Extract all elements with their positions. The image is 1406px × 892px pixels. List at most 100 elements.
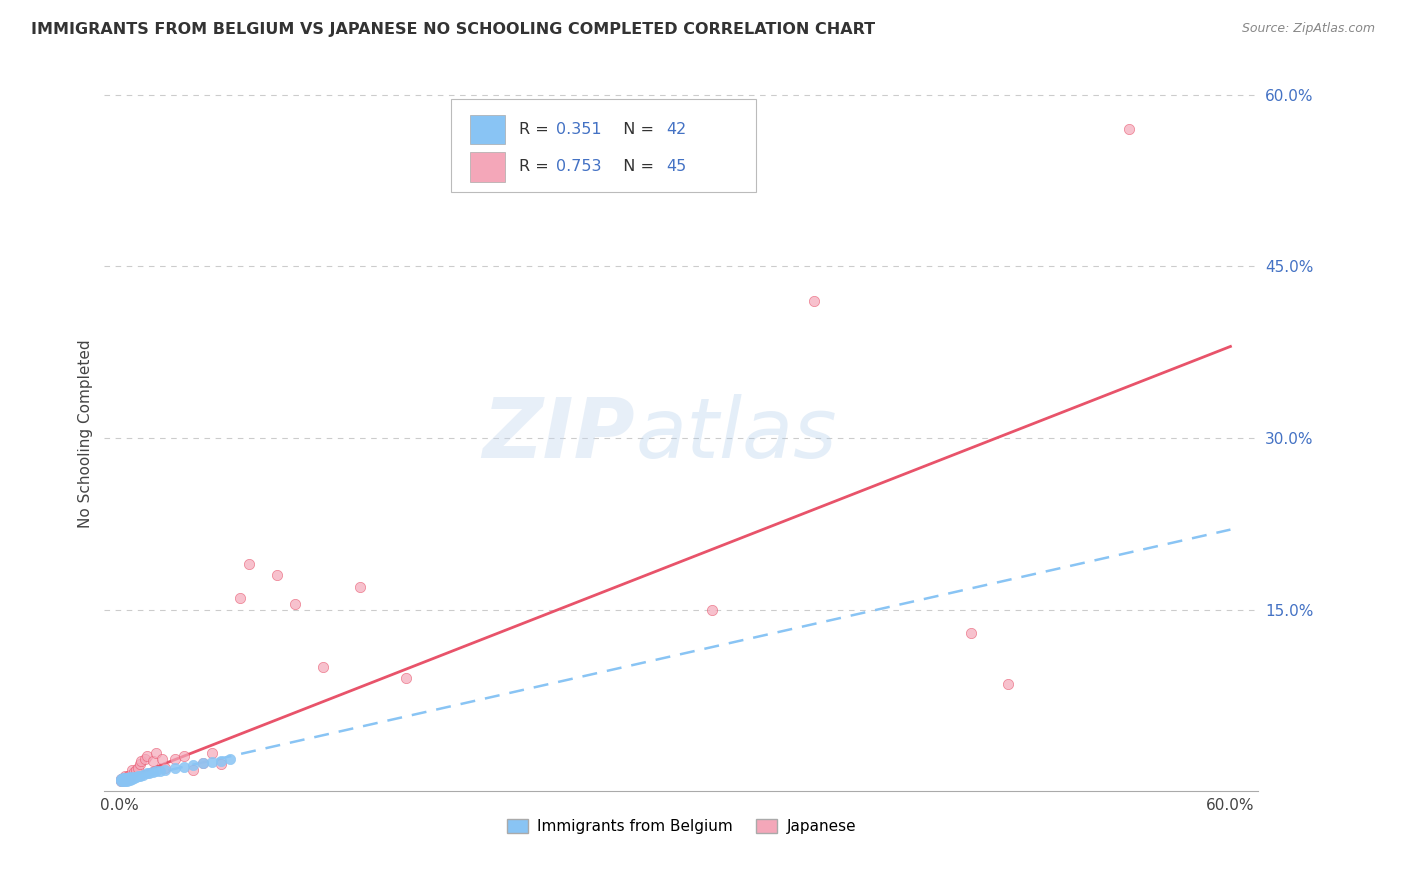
Point — [149, 764, 172, 778]
Point — [115, 772, 138, 786]
Point — [114, 773, 136, 788]
Point — [115, 771, 138, 785]
Point — [111, 774, 134, 789]
Point — [228, 591, 250, 606]
Point — [120, 770, 142, 784]
Point — [121, 772, 143, 786]
Legend: Immigrants from Belgium, Japanese: Immigrants from Belgium, Japanese — [506, 819, 856, 834]
Point — [312, 660, 335, 674]
Point — [284, 597, 307, 611]
Point — [803, 293, 825, 308]
Point — [136, 766, 159, 780]
Point — [141, 754, 163, 768]
Point — [1118, 122, 1140, 136]
Point — [191, 756, 214, 771]
Point — [110, 773, 132, 788]
Point — [173, 749, 195, 764]
Point — [209, 754, 232, 768]
Text: ZIP: ZIP — [482, 393, 636, 475]
Point — [110, 773, 132, 788]
Text: 0.753: 0.753 — [555, 159, 600, 174]
Point — [145, 746, 167, 760]
Text: atlas: atlas — [636, 393, 837, 475]
Point — [117, 771, 139, 785]
Point — [131, 754, 153, 768]
Point — [122, 765, 145, 780]
Point — [145, 764, 167, 778]
Text: R =: R = — [519, 122, 554, 137]
Point — [115, 774, 138, 789]
Point — [111, 772, 134, 786]
Point — [191, 756, 214, 771]
Point — [134, 751, 156, 765]
Text: N =: N = — [613, 122, 659, 137]
FancyBboxPatch shape — [450, 99, 756, 192]
Point — [121, 771, 143, 785]
Point — [114, 773, 136, 788]
Point — [125, 770, 148, 784]
Point — [114, 769, 136, 783]
Point — [110, 772, 132, 786]
Point — [181, 763, 204, 777]
Point — [997, 677, 1019, 691]
Point — [163, 761, 186, 775]
Point — [127, 769, 149, 783]
Point — [114, 771, 136, 785]
Text: Source: ZipAtlas.com: Source: ZipAtlas.com — [1241, 22, 1375, 36]
FancyBboxPatch shape — [470, 114, 505, 145]
Text: 0.351: 0.351 — [555, 122, 602, 137]
Text: IMMIGRANTS FROM BELGIUM VS JAPANESE NO SCHOOLING COMPLETED CORRELATION CHART: IMMIGRANTS FROM BELGIUM VS JAPANESE NO S… — [31, 22, 875, 37]
Point — [700, 603, 723, 617]
Point — [141, 765, 163, 780]
Point — [201, 755, 224, 769]
FancyBboxPatch shape — [470, 152, 505, 182]
Point — [163, 751, 186, 765]
Point — [117, 772, 139, 786]
Point — [132, 767, 155, 781]
Point — [238, 557, 260, 571]
Point — [120, 767, 142, 781]
Point — [395, 672, 418, 686]
Point — [155, 761, 177, 775]
Point — [111, 771, 134, 785]
Point — [155, 763, 177, 777]
Point — [136, 749, 159, 764]
Point — [173, 759, 195, 773]
Point — [128, 757, 150, 772]
Text: R =: R = — [519, 159, 554, 174]
Text: N =: N = — [613, 159, 659, 174]
Point — [209, 757, 232, 772]
Point — [125, 763, 148, 777]
Point — [120, 773, 142, 788]
Text: 45: 45 — [666, 159, 686, 174]
Point — [960, 625, 983, 640]
Point — [114, 774, 136, 789]
Text: 42: 42 — [666, 122, 686, 137]
Point — [127, 761, 149, 775]
Point — [117, 771, 139, 785]
Point — [201, 746, 224, 760]
Point — [115, 772, 138, 786]
Point — [110, 774, 132, 789]
Point — [121, 763, 143, 777]
Point — [219, 751, 242, 765]
Point — [114, 771, 136, 785]
Y-axis label: No Schooling Completed: No Schooling Completed — [79, 340, 93, 528]
Point — [111, 773, 134, 788]
Point — [115, 773, 138, 788]
Point — [122, 770, 145, 784]
Point — [110, 774, 132, 789]
Point — [349, 580, 371, 594]
Point — [111, 771, 134, 785]
Point — [114, 773, 136, 788]
Point — [110, 772, 132, 786]
Point — [111, 773, 134, 788]
Point — [266, 568, 288, 582]
Point — [128, 769, 150, 783]
Point — [150, 751, 173, 765]
Point — [115, 770, 138, 784]
Point — [122, 771, 145, 785]
Point — [117, 773, 139, 788]
Point — [111, 772, 134, 786]
Point — [117, 769, 139, 783]
